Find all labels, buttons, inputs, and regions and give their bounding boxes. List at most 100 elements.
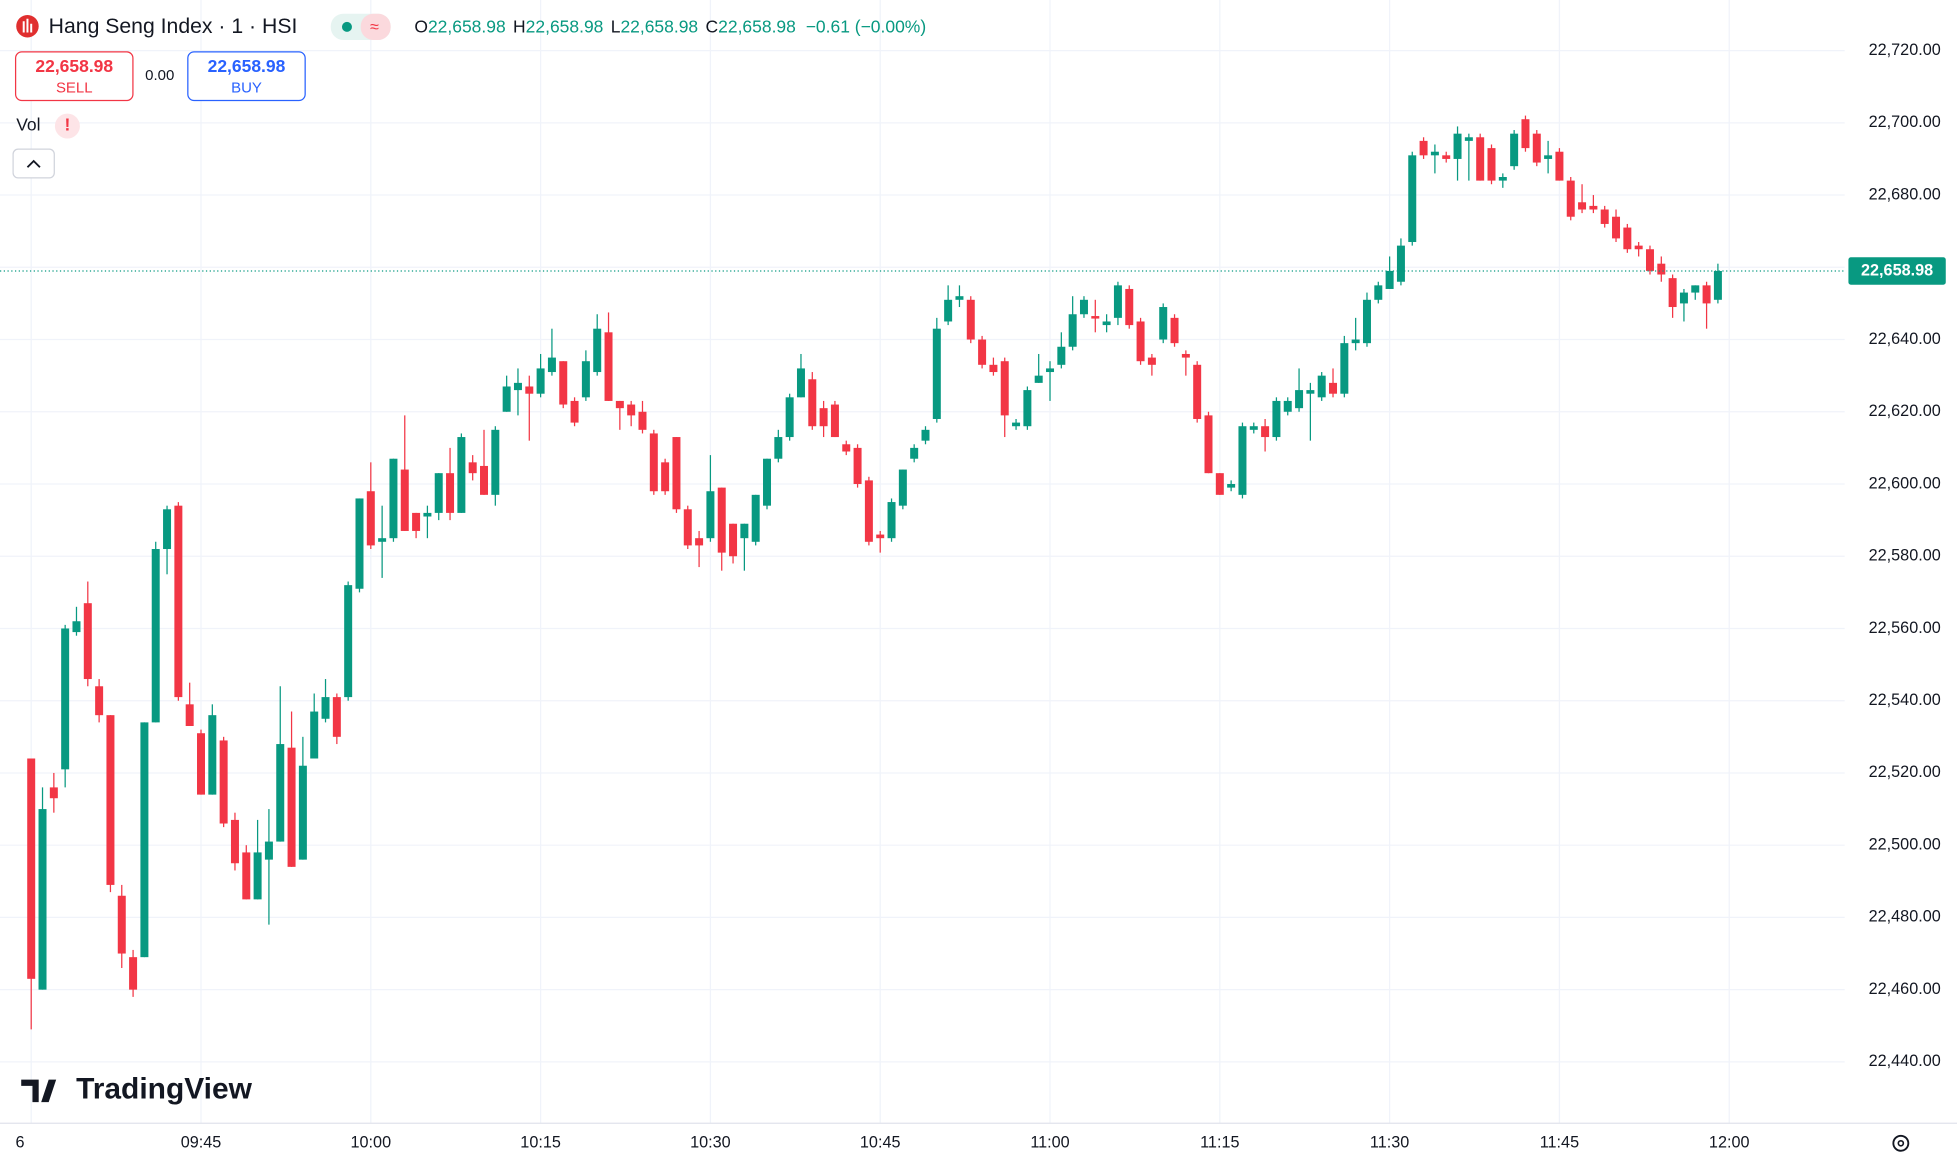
candle-body [1578,202,1587,210]
candle-body [332,697,341,737]
candle-body [1012,422,1021,427]
candle-body [819,408,828,427]
candle-body [1645,249,1654,271]
candle-body [785,397,794,438]
x-tick-label: 11:45 [1540,1134,1579,1152]
candle-body [876,534,885,539]
candle-body [321,697,330,719]
candle-body [774,437,783,459]
candle-body [95,686,104,716]
candle-body [1261,426,1270,438]
candle-body [1487,148,1496,181]
candle-body [729,523,738,557]
sell-label: SELL [56,80,93,97]
candle-body [1204,415,1213,474]
candle-body [864,480,873,542]
candle-body [1713,270,1722,300]
candle-body [842,444,851,452]
candle-body [1442,155,1451,159]
candle-body [796,368,805,398]
candle-body [83,603,92,680]
candle-body [1679,292,1688,304]
volume-warning: ! [64,115,70,135]
candle-body [1091,316,1100,319]
candle-body [763,458,772,506]
candle-body [287,747,296,867]
candle-body [898,469,907,506]
candle-body [921,429,930,441]
candle-body [434,473,443,513]
candle-body [751,494,760,542]
candle-body [389,458,398,539]
candle-body [208,715,217,795]
candle-body [1181,353,1190,358]
candle-body [1136,321,1145,362]
spread: 0.00 [145,67,174,84]
candle-body [1113,285,1122,318]
candle-body [298,765,307,860]
ohlc-label: L [611,16,621,36]
candle-body [683,509,692,546]
x-tick-label: 12:00 [1709,1134,1750,1152]
candle-body [366,491,375,546]
candle-body [1657,263,1666,275]
candle-body [989,364,998,373]
y-tick-label: 22,680.00 [1869,185,1941,203]
candle-body [1147,357,1156,365]
candle-body [1306,390,1315,394]
candle-body [627,404,636,416]
y-tick-label: 22,640.00 [1869,330,1941,348]
candle-body [570,400,579,423]
candle-body [1159,307,1168,340]
ohlc-value: 22,658.98 [620,16,698,36]
candle-body [1600,209,1609,224]
candle-body [887,502,896,539]
ohlc-label: O [414,16,428,36]
candle-body [230,819,239,864]
settings-icon[interactable] [1892,1134,1910,1152]
candle-body [955,296,964,300]
candle-body [400,469,409,531]
symbol-title[interactable]: Hang Seng Index · 1 · HSI [49,15,298,38]
ohlc-value: 22,658.98 [526,16,604,36]
change: −0.61 (−0.00%) [806,16,926,36]
candle-body [344,585,353,698]
y-tick-label: 22,560.00 [1869,619,1941,637]
candle-body [1193,364,1202,419]
candle-body [1521,119,1530,149]
candle-body [706,491,715,539]
candle-body [412,512,421,531]
tv-logo-mark [21,1079,57,1103]
candle-body [672,437,681,510]
candle-body [1498,176,1507,181]
x-tick-label: 10:15 [520,1134,561,1152]
candle-body [1510,133,1519,167]
ohlc-values: O22,658.98 H22,658.98 L22,658.98 C22,658… [414,16,926,36]
sell-price: 22,658.98 [35,56,113,76]
sell-button[interactable] [14,51,134,102]
candle-body [491,429,500,495]
collapse-button[interactable] [12,148,55,179]
candle-body [1068,314,1077,347]
candle-body [1295,390,1304,409]
candle-body [661,462,670,492]
candle-body [1476,137,1485,181]
settings-icon-core [1897,1139,1905,1147]
status-pill-right [360,13,391,40]
candle-body [740,523,749,539]
candle-body [695,538,704,546]
x-tick-label: 11:15 [1200,1134,1239,1152]
candle-body [106,715,115,885]
buy-button[interactable] [187,51,306,102]
candle-body [615,400,624,409]
candle-body [604,332,613,401]
candle-body [1702,285,1711,304]
volume-warning-badge[interactable] [54,113,80,139]
candle-body [1362,299,1371,344]
volume-label[interactable]: Vol [16,115,40,135]
ohlc-label: H [513,16,526,36]
candle-body [525,386,534,394]
candle-body [1125,288,1134,326]
candle-body [978,339,987,365]
